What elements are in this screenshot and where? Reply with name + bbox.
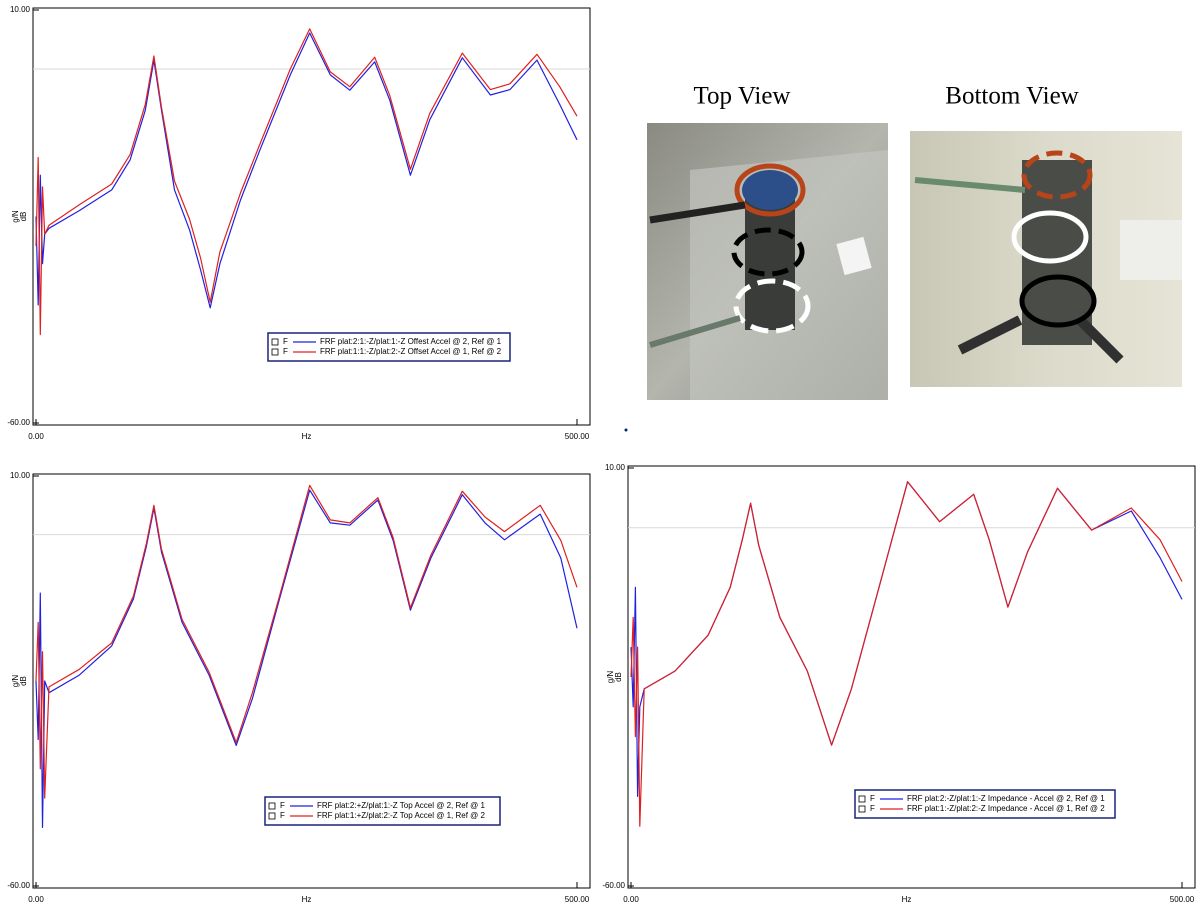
legend-checkbox bbox=[271, 338, 279, 346]
x-axis-label: Hz bbox=[302, 432, 312, 441]
legend: F FRF plat:2:1:-Z/plat:1:-Z Offest Accel … bbox=[267, 332, 511, 362]
y-tick-label: 10.00 bbox=[10, 471, 31, 480]
chart-panel: -60.00 10.00 0.00 500.00 Hz g/N dB F FRF plat:2:… bbox=[7, 5, 591, 441]
legend-box bbox=[267, 332, 511, 362]
y-tick-label: -60.00 bbox=[7, 418, 30, 427]
plot-frame bbox=[32, 7, 591, 426]
series-line bbox=[35, 32, 578, 309]
x-axis-label: Hz bbox=[902, 895, 912, 904]
legend-flag: F bbox=[280, 801, 285, 810]
legend-flag: F bbox=[280, 811, 285, 820]
legend-flag: F bbox=[870, 794, 875, 803]
y-axis-label: dB bbox=[19, 212, 28, 222]
y-tick-label: 10.00 bbox=[10, 5, 31, 14]
x-tick-label: 0.00 bbox=[28, 432, 44, 441]
y-tick-label: 10.00 bbox=[605, 463, 626, 472]
plot-frame bbox=[627, 465, 1196, 889]
legend-flag: F bbox=[870, 804, 875, 813]
x-tick-label: 500.00 bbox=[565, 432, 590, 441]
legend-flag: F bbox=[283, 337, 288, 346]
x-tick-label: 0.00 bbox=[623, 895, 639, 904]
legend-label: FRF plat:2:+Z/plat:1:-Z Top Accel @ 2, R… bbox=[317, 801, 485, 810]
legend-label: FRF plat:1:-Z/plat:2:-Z Impedance - Acce… bbox=[907, 804, 1105, 813]
legend-box bbox=[264, 796, 501, 826]
chart-panel: -60.00 10.00 0.00 500.00 Hz g/N dB F FRF plat:2:… bbox=[7, 471, 591, 904]
x-tick-label: 0.00 bbox=[28, 895, 44, 904]
legend-checkbox bbox=[271, 348, 279, 356]
legend-label: FRF plat:2:-Z/plat:1:-Z Impedance - Acce… bbox=[907, 794, 1105, 803]
y-axis-label: g/N bbox=[11, 675, 20, 688]
legend-box bbox=[854, 789, 1116, 819]
legend-label: FRF plat:1:+Z/plat:2:-Z Top Accel @ 1, R… bbox=[317, 811, 485, 820]
legend-checkbox bbox=[858, 795, 866, 803]
legend: F FRF plat:2:+Z/plat:1:-Z Top Accel @ 2, … bbox=[264, 796, 501, 826]
series-line bbox=[630, 481, 1183, 827]
bottom-view-photo bbox=[910, 131, 1182, 387]
x-tick-label: 500.00 bbox=[1170, 895, 1195, 904]
y-tick-label: -60.00 bbox=[7, 881, 30, 890]
top-view-label: Top View bbox=[694, 83, 791, 110]
legend-checkbox bbox=[268, 812, 276, 820]
y-axis-label: g/N bbox=[11, 210, 20, 223]
legend-label: FRF plat:1:1:-Z/plat:2:-Z Offset Accel @… bbox=[320, 347, 502, 356]
legend-checkbox bbox=[858, 805, 866, 813]
x-tick-label: 500.00 bbox=[565, 895, 590, 904]
photo-panel: Top View Bottom View bbox=[624, 83, 1182, 432]
chart-panel: -60.00 10.00 0.00 500.00 Hz g/N dB F FRF plat:2:… bbox=[602, 463, 1196, 904]
legend: F FRF plat:2:-Z/plat:1:-Z Impedance - Acc… bbox=[854, 789, 1116, 819]
x-axis-label: Hz bbox=[302, 895, 312, 904]
legend-label: FRF plat:2:1:-Z/plat:1:-Z Offest Accel @… bbox=[320, 337, 502, 346]
y-axis-label: dB bbox=[614, 672, 623, 682]
y-tick-label: -60.00 bbox=[602, 881, 625, 890]
series-line bbox=[35, 28, 578, 336]
legend-checkbox bbox=[268, 802, 276, 810]
legend-flag: F bbox=[283, 347, 288, 356]
series-line bbox=[35, 484, 578, 799]
y-axis-label: dB bbox=[19, 676, 28, 686]
bottom-view-label: Bottom View bbox=[945, 83, 1078, 110]
stray-dot bbox=[624, 428, 628, 432]
y-axis-label: g/N bbox=[606, 671, 615, 684]
top-view-photo bbox=[647, 123, 888, 400]
plot-frame bbox=[32, 473, 591, 889]
